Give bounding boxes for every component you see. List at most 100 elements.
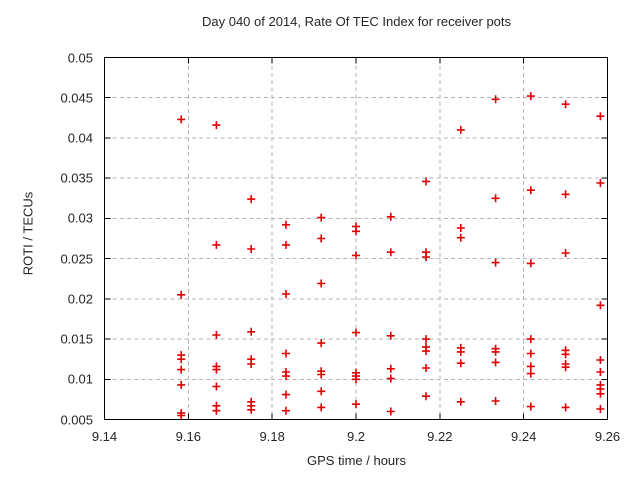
- data-point-plus-marker: [212, 365, 221, 374]
- data-point-plus-marker: [596, 368, 605, 376]
- data-point-plus-marker: [422, 177, 430, 186]
- y-tick-label: 0.005: [60, 412, 93, 427]
- data-point-plus-marker: [317, 387, 326, 396]
- data-point-plus-marker: [177, 380, 186, 389]
- data-point-plus-marker: [282, 220, 290, 229]
- data-point-plus-marker: [247, 360, 256, 368]
- data-point-plus-marker: [177, 355, 186, 364]
- data-point-plus-marker: [247, 195, 256, 204]
- data-point-plus-marker: [561, 403, 570, 412]
- data-point-plus-marker: [491, 358, 500, 367]
- data-point-plus-marker: [526, 369, 535, 378]
- data-point-plus-marker: [352, 328, 360, 337]
- data-point-plus-marker: [561, 249, 570, 257]
- data-point-plus-marker: [386, 364, 395, 373]
- data-point-plus-marker: [212, 331, 221, 339]
- data-point-plus-marker: [561, 100, 570, 109]
- data-point-plus-marker: [596, 405, 605, 413]
- y-tick-label: 0.02: [67, 291, 93, 307]
- data-point-plus-marker: [247, 405, 256, 414]
- data-point-plus-marker: [212, 121, 221, 130]
- data-point-plus-marker: [317, 213, 326, 222]
- y-tick-label: 0.035: [60, 170, 93, 186]
- data-point-plus-marker: [282, 390, 290, 399]
- data-point-plus-marker: [456, 397, 465, 406]
- x-tick-label: 9.18: [259, 429, 285, 444]
- data-point-plus-marker: [317, 370, 326, 379]
- data-point-plus-marker: [282, 240, 290, 249]
- data-point-plus-marker: [491, 258, 500, 267]
- data-point-plus-marker: [456, 224, 465, 232]
- data-point-plus-marker: [352, 227, 360, 236]
- data-point-plus-marker: [596, 389, 605, 398]
- data-point-plus-marker: [526, 349, 535, 358]
- data-point-plus-marker: [282, 406, 290, 415]
- data-point-plus-marker: [526, 186, 535, 195]
- data-point-plus-marker: [422, 253, 430, 261]
- x-tick-label: 9.22: [427, 429, 453, 444]
- data-point-plus-marker: [491, 397, 500, 405]
- data-point-plus-marker: [422, 392, 430, 401]
- data-point-plus-marker: [526, 259, 535, 268]
- y-tick-label: 0.045: [60, 90, 93, 106]
- x-tick-label: 9.14: [91, 429, 118, 444]
- plot-border: [104, 57, 608, 420]
- y-tick-label: 0.03: [67, 210, 93, 226]
- y-tick-label: 0.015: [60, 331, 93, 347]
- data-point-plus-marker: [282, 349, 290, 358]
- x-tick-label: 9.24: [511, 429, 537, 444]
- data-point-plus-marker: [561, 363, 570, 372]
- data-point-plus-marker: [456, 347, 465, 356]
- data-point-plus-marker: [491, 95, 500, 104]
- data-point-plus-marker: [422, 364, 430, 372]
- data-point-plus-marker: [212, 240, 221, 249]
- data-point-plus-marker: [596, 112, 605, 121]
- data-point-plus-marker: [177, 411, 186, 420]
- data-point-plus-marker: [282, 290, 290, 298]
- data-point-plus-marker: [386, 331, 395, 340]
- data-point-plus-marker: [282, 372, 290, 381]
- data-point-plus-marker: [386, 374, 395, 383]
- data-point-plus-marker: [596, 356, 605, 364]
- data-point-plus-marker: [596, 301, 605, 310]
- y-tick-label: 0.04: [67, 130, 93, 146]
- data-point-plus-marker: [352, 375, 360, 384]
- chart-title: Day 040 of 2014, Rate Of TEC Index for r…: [201, 14, 512, 29]
- data-point-plus-marker: [561, 350, 570, 359]
- data-point-plus-marker: [386, 212, 395, 221]
- x-tick-label: 9.16: [175, 429, 201, 444]
- data-point-plus-marker: [386, 407, 395, 416]
- data-point-plus-marker: [317, 339, 326, 348]
- data-point-plus-marker: [177, 290, 186, 299]
- data-point-plus-marker: [352, 251, 360, 260]
- data-point-plus-marker: [386, 248, 395, 257]
- data-point-plus-marker: [422, 335, 430, 344]
- data-point-plus-marker: [526, 92, 535, 101]
- data-point-plus-marker: [491, 347, 500, 356]
- data-point-plus-marker: [352, 400, 360, 409]
- data-point-plus-marker: [317, 234, 326, 243]
- data-point-plus-marker: [422, 347, 430, 356]
- data-point-plus-marker: [317, 279, 326, 288]
- data-point-plus-marker: [456, 125, 465, 134]
- data-point-plus-marker: [177, 365, 186, 374]
- x-tick-label: 9.2: [346, 429, 366, 444]
- data-point-plus-marker: [177, 115, 186, 124]
- data-point-plus-marker: [456, 233, 465, 242]
- data-point-plus-marker: [561, 190, 570, 199]
- data-point-plus-marker: [596, 179, 605, 187]
- data-point-plus-marker: [456, 359, 465, 368]
- y-tick-label: 0.05: [67, 50, 93, 65]
- data-point-plus-marker: [526, 362, 535, 371]
- data-point-plus-marker: [491, 194, 500, 203]
- data-point-plus-marker: [526, 402, 535, 411]
- data-point-plus-marker: [526, 335, 535, 344]
- x-axis-label: GPS time / hours: [307, 453, 406, 468]
- data-point-plus-marker: [212, 406, 221, 415]
- y-tick-label: 0.025: [60, 251, 93, 267]
- x-tick-label: 9.26: [594, 429, 621, 444]
- y-tick-label: 0.01: [67, 371, 93, 387]
- data-point-plus-marker: [317, 403, 326, 412]
